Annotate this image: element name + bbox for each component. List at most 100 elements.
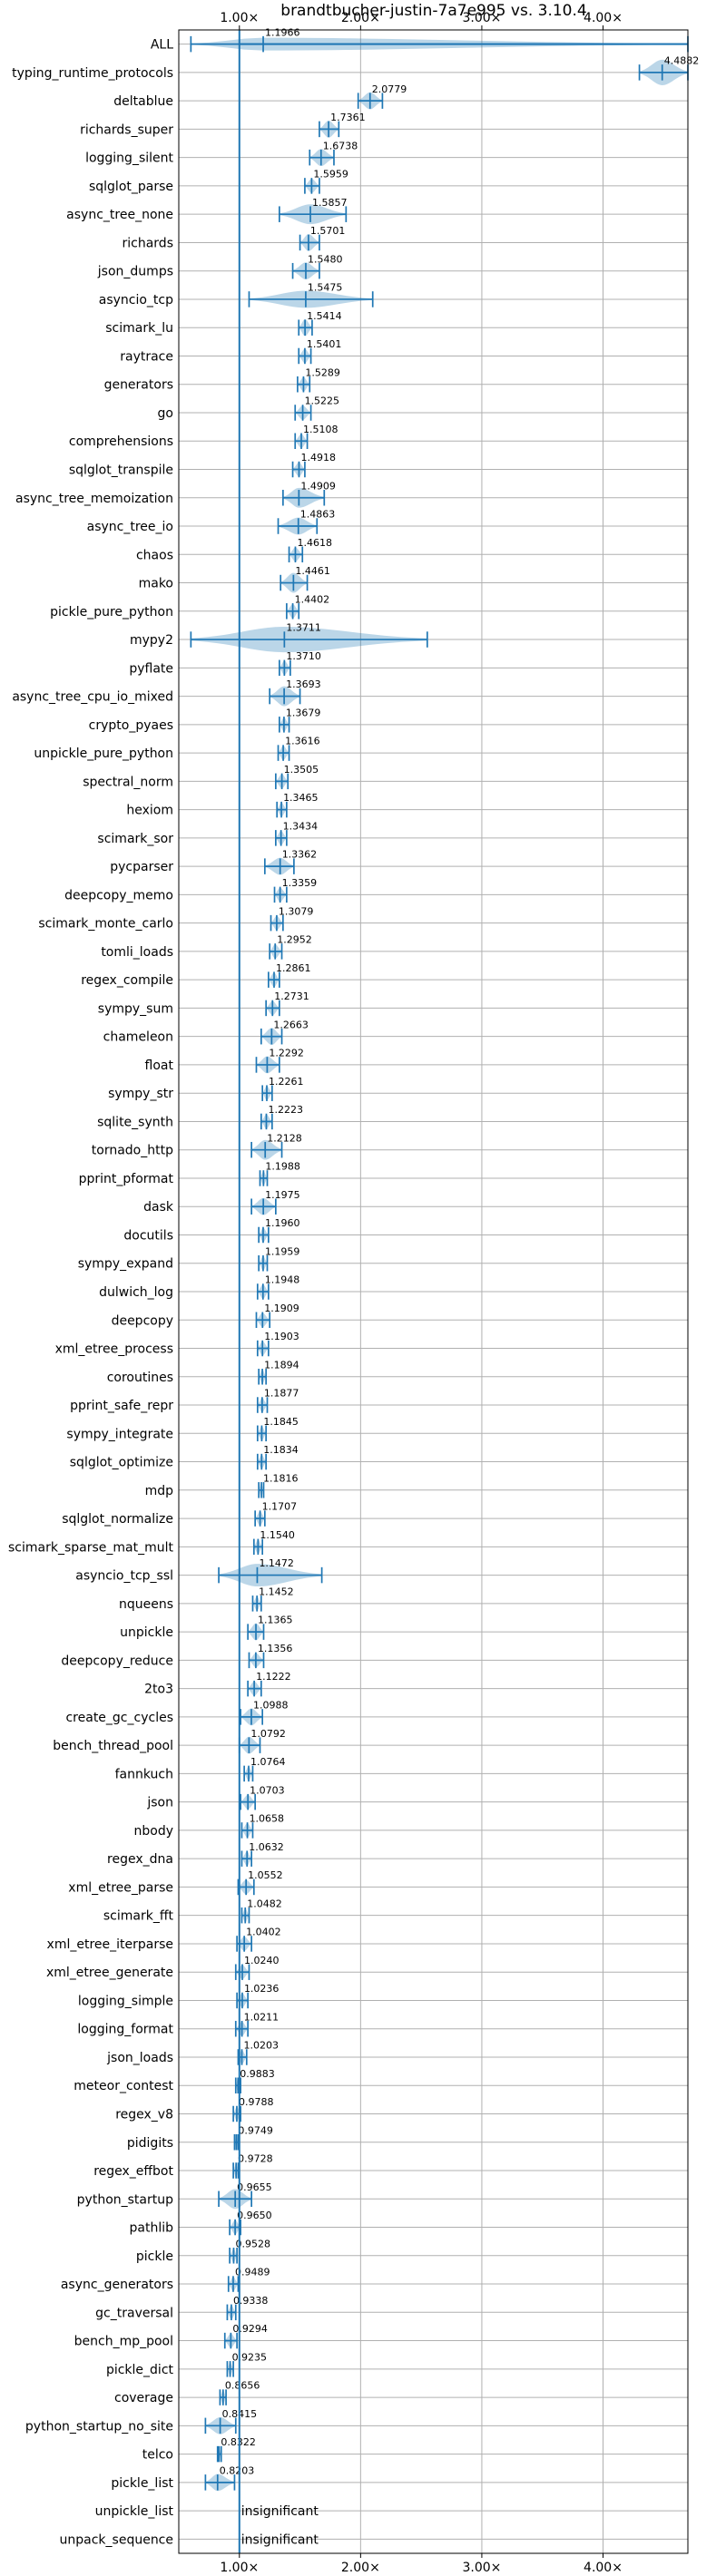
category-label: nqueens [119, 1597, 173, 1612]
violin-group [294, 433, 309, 449]
violin-group [357, 92, 384, 110]
category-label: coverage [114, 2391, 173, 2405]
x-tick-label-bottom: 2.00× [341, 2561, 380, 2575]
category-label: xml_etree_iterparse [47, 1937, 173, 1952]
category-label: logging_silent [85, 151, 173, 166]
category-label: scimark_sor [97, 832, 173, 846]
value-label: 0.9650 [237, 2210, 272, 2221]
value-label: 1.0632 [249, 1841, 284, 1853]
violin-group [269, 943, 283, 960]
category-label: async_tree_none [66, 208, 173, 222]
value-label: 1.1540 [260, 1529, 295, 1541]
violin-group [218, 2189, 252, 2210]
value-label: 1.5475 [308, 282, 343, 294]
category-label: json_loads [106, 2051, 173, 2065]
category-label: mdp [145, 1484, 174, 1498]
category-label: spectral_norm [83, 775, 173, 789]
value-label: 0.8656 [225, 2380, 260, 2392]
value-label: 0.9528 [235, 2238, 270, 2249]
value-label: 1.2731 [274, 990, 309, 1002]
violin-group [309, 149, 335, 167]
category-label: dulwich_log [99, 1285, 173, 1300]
violin-group [250, 1139, 283, 1160]
value-label: 1.1975 [265, 1189, 300, 1201]
value-label: 0.9338 [233, 2295, 269, 2307]
value-label: 1.1834 [263, 1444, 299, 1456]
value-label: 1.4461 [295, 565, 330, 577]
violin-group [240, 1822, 254, 1839]
violin-group [237, 1878, 255, 1896]
category-label: unpickle [120, 1625, 173, 1640]
violin-group [218, 1564, 323, 1587]
value-label: 0.9883 [240, 2068, 275, 2080]
category-label: mako [139, 577, 173, 591]
category-label: pyflate [129, 661, 173, 676]
category-label: 2to3 [144, 1683, 173, 1697]
violin-group [251, 1595, 262, 1612]
category-label: sqlite_synth [97, 1115, 173, 1129]
value-label: 1.0764 [250, 1756, 286, 1768]
violin-group [263, 857, 295, 875]
value-label: 1.0203 [243, 2040, 279, 2052]
value-label: 1.2128 [267, 1132, 302, 1144]
value-label: 1.4863 [300, 509, 336, 521]
value-label: 1.5289 [305, 366, 340, 378]
x-tick-label-top: 2.00× [341, 11, 380, 25]
category-label: regex_dna [107, 1852, 173, 1867]
violin-group [237, 2049, 248, 2065]
category-label: docutils [123, 1228, 173, 1243]
category-label: ALL [151, 38, 173, 53]
value-label: 1.0552 [248, 1869, 283, 1881]
category-label: chameleon [103, 1030, 173, 1045]
value-label: 1.1356 [258, 1643, 293, 1654]
category-label: tomli_loads [101, 945, 173, 960]
value-label: 1.3434 [283, 820, 319, 832]
value-label: 1.1903 [264, 1331, 299, 1342]
violin-group [259, 1170, 269, 1186]
value-label: 1.3679 [286, 707, 321, 718]
violin-group [250, 1197, 277, 1215]
category-label: deepcopy_reduce [61, 1654, 173, 1668]
category-label: xml_etree_process [55, 1342, 173, 1357]
violin-group [254, 1510, 266, 1527]
violin-group [319, 121, 340, 138]
violin-group [265, 1000, 280, 1017]
violin-group [256, 1425, 268, 1442]
value-label: 1.0482 [247, 1898, 282, 1909]
category-label: regex_v8 [115, 2107, 173, 2122]
category-label: pickle_pure_python [50, 605, 173, 620]
category-label: meteor_contest [74, 2079, 173, 2093]
category-label: unpack_sequence [60, 2532, 173, 2547]
violin-group [233, 2134, 240, 2151]
value-label: 1.1707 [262, 1501, 298, 1513]
value-label: 1.0402 [246, 1927, 281, 1938]
x-tick-label-bottom: 4.00× [584, 2561, 623, 2575]
violin-group [275, 773, 289, 790]
violin-group [298, 318, 313, 337]
category-label: async_tree_io [87, 520, 173, 534]
category-label: typing_runtime_protocols [12, 66, 173, 81]
violin-group [216, 2445, 222, 2463]
value-label: 1.1472 [259, 1557, 294, 1569]
category-label: scimark_monte_carlo [38, 917, 173, 932]
label-layer: ALL 1.1966 typing_runtime_protocols 4.4882 d… [8, 26, 699, 2547]
category-label: create_gc_cycles [65, 1711, 173, 1725]
category-label: asyncio_tcp_ssl [75, 1569, 173, 1584]
value-label: 1.1948 [265, 1274, 300, 1286]
value-label: 4.4882 [664, 55, 700, 67]
violin-group [256, 1340, 270, 1357]
violin-group [273, 886, 288, 903]
value-label: 1.4618 [297, 537, 332, 549]
category-label: dask [143, 1200, 174, 1215]
category-label: tornado_http [92, 1144, 173, 1158]
violin-group [229, 2219, 241, 2236]
violin-group [261, 1085, 273, 1101]
category-label: nbody [134, 1824, 174, 1839]
category-label: async_tree_memoization [15, 492, 173, 506]
value-label: 1.0240 [244, 1955, 280, 1966]
category-label: xml_etree_parse [68, 1880, 173, 1895]
value-label: 1.6738 [323, 140, 358, 151]
value-label: 1.0658 [250, 1813, 285, 1825]
value-label: 0.9788 [239, 2096, 274, 2108]
